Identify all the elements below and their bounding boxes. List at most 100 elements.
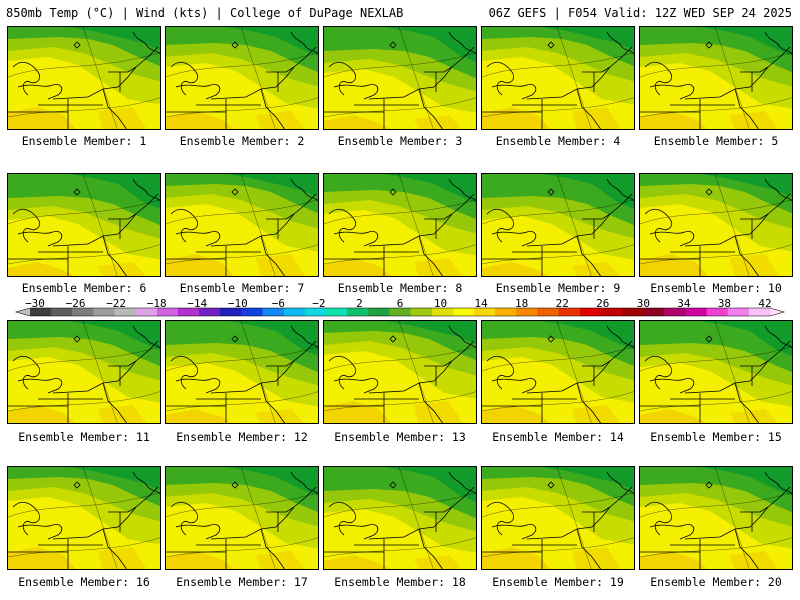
colorbar: [14, 307, 786, 317]
member-caption: Ensemble Member: 9: [495, 281, 621, 295]
colorbar-label: −10: [227, 297, 248, 310]
colorbar-label: −6: [271, 297, 285, 310]
colorbar-segment: [241, 308, 264, 316]
colorbar-label: 14: [474, 297, 488, 310]
colorbar-segment: [389, 308, 412, 316]
colorbar-segment: [622, 308, 644, 316]
colorbar-label: 26: [596, 297, 610, 310]
map-panel-member-20: [639, 466, 793, 570]
member-caption: Ensemble Member: 6: [21, 281, 147, 295]
colorbar-segment: [368, 308, 390, 316]
colorbar-segment: [72, 308, 94, 316]
map-panel-member-9: [481, 173, 635, 277]
map-panel-member-17: [165, 466, 319, 570]
map-panel-member-19: [481, 466, 635, 570]
colorbar-segment: [495, 308, 517, 316]
member-caption: Ensemble Member: 17: [176, 575, 308, 589]
colorbar-right-arrow: [770, 308, 784, 316]
colorbar-segment: [30, 308, 52, 316]
colorbar-segment: [600, 308, 623, 316]
map-panel-member-12: [165, 320, 319, 424]
colorbar-segment: [304, 308, 327, 316]
member-caption: Ensemble Member: 5: [653, 134, 779, 148]
map-panel-member-16: [7, 466, 161, 570]
colorbar-segment: [558, 308, 581, 316]
colorbar-label: 34: [677, 297, 691, 310]
member-caption: Ensemble Member: 10: [650, 281, 782, 295]
member-caption: Ensemble Member: 4: [495, 134, 621, 148]
colorbar-segment: [643, 308, 665, 316]
colorbar-segment: [516, 308, 538, 316]
member-caption: Ensemble Member: 19: [492, 575, 624, 589]
colorbar-label: 38: [717, 297, 732, 310]
member-caption: Ensemble Member: 2: [179, 134, 305, 148]
colorbar-label: 10: [433, 297, 448, 310]
colorbar-label: 2: [356, 297, 363, 310]
colorbar-label: −26: [65, 297, 86, 310]
colorbar-label: 42: [758, 297, 772, 310]
colorbar-segment: [410, 308, 433, 316]
colorbar-segment: [452, 308, 475, 316]
member-caption: Ensemble Member: 8: [337, 281, 463, 295]
map-panel-member-3: [323, 26, 477, 130]
map-panel-member-7: [165, 173, 319, 277]
colorbar-segment: [283, 308, 306, 316]
colorbar-segment: [262, 308, 285, 316]
colorbar-label: 6: [396, 297, 404, 310]
colorbar-segment: [199, 308, 221, 316]
chart-title: 850mb Temp (°C) | Wind (kts) | College o…: [6, 6, 404, 20]
colorbar-segment: [579, 308, 602, 316]
colorbar-segment: [431, 308, 454, 316]
member-caption: Ensemble Member: 1: [21, 134, 147, 148]
colorbar-label: −30: [25, 297, 45, 310]
map-panel-member-5: [639, 26, 793, 130]
map-panel-member-2: [165, 26, 319, 130]
member-caption: Ensemble Member: 16: [18, 575, 150, 589]
colorbar-label: −22: [106, 297, 127, 310]
map-panel-member-18: [323, 466, 477, 570]
colorbar-label: 22: [555, 297, 569, 310]
colorbar-segment: [474, 308, 496, 316]
colorbar-segment: [537, 308, 560, 316]
map-panel-member-15: [639, 320, 793, 424]
colorbar-label: −2: [312, 297, 326, 310]
colorbar-segment: [51, 308, 73, 316]
colorbar-label: −14: [187, 297, 208, 310]
member-caption: Ensemble Member: 3: [337, 134, 463, 148]
colorbar-segment: [347, 308, 369, 316]
colorbar-left-arrow: [16, 308, 30, 316]
map-panel-member-11: [7, 320, 161, 424]
colorbar-label: −18: [146, 297, 167, 310]
map-panel-member-1: [7, 26, 161, 130]
colorbar-segment: [220, 308, 242, 316]
map-panel-member-8: [323, 173, 477, 277]
member-caption: Ensemble Member: 11: [18, 430, 150, 444]
member-caption: Ensemble Member: 13: [334, 430, 466, 444]
member-caption: Ensemble Member: 14: [492, 430, 624, 444]
colorbar-segment: [727, 308, 750, 316]
member-caption: Ensemble Member: 7: [179, 281, 305, 295]
colorbar-segment: [748, 308, 771, 316]
map-panel-member-4: [481, 26, 635, 130]
colorbar-segment: [664, 308, 686, 316]
map-panel-member-6: [7, 173, 161, 277]
member-caption: Ensemble Member: 12: [176, 430, 308, 444]
colorbar-segment: [326, 308, 348, 316]
run-info: 06Z GEFS | F054 Valid: 12Z WED SEP 24 20…: [488, 6, 792, 20]
map-panel-member-10: [639, 173, 793, 277]
colorbar-segment: [114, 308, 137, 316]
colorbar-label: 18: [515, 297, 529, 310]
map-panel-member-14: [481, 320, 635, 424]
colorbar-label: 30: [636, 297, 650, 310]
member-caption: Ensemble Member: 20: [650, 575, 782, 589]
colorbar-outline: [14, 307, 786, 317]
colorbar-segment: [135, 308, 158, 316]
map-panel-member-13: [323, 320, 477, 424]
colorbar-segment: [706, 308, 729, 316]
member-caption: Ensemble Member: 18: [334, 575, 466, 589]
colorbar-segment: [178, 308, 200, 316]
colorbar-segment: [93, 308, 116, 316]
member-caption: Ensemble Member: 15: [650, 430, 782, 444]
colorbar-segment: [685, 308, 708, 316]
colorbar-segment: [156, 308, 179, 316]
